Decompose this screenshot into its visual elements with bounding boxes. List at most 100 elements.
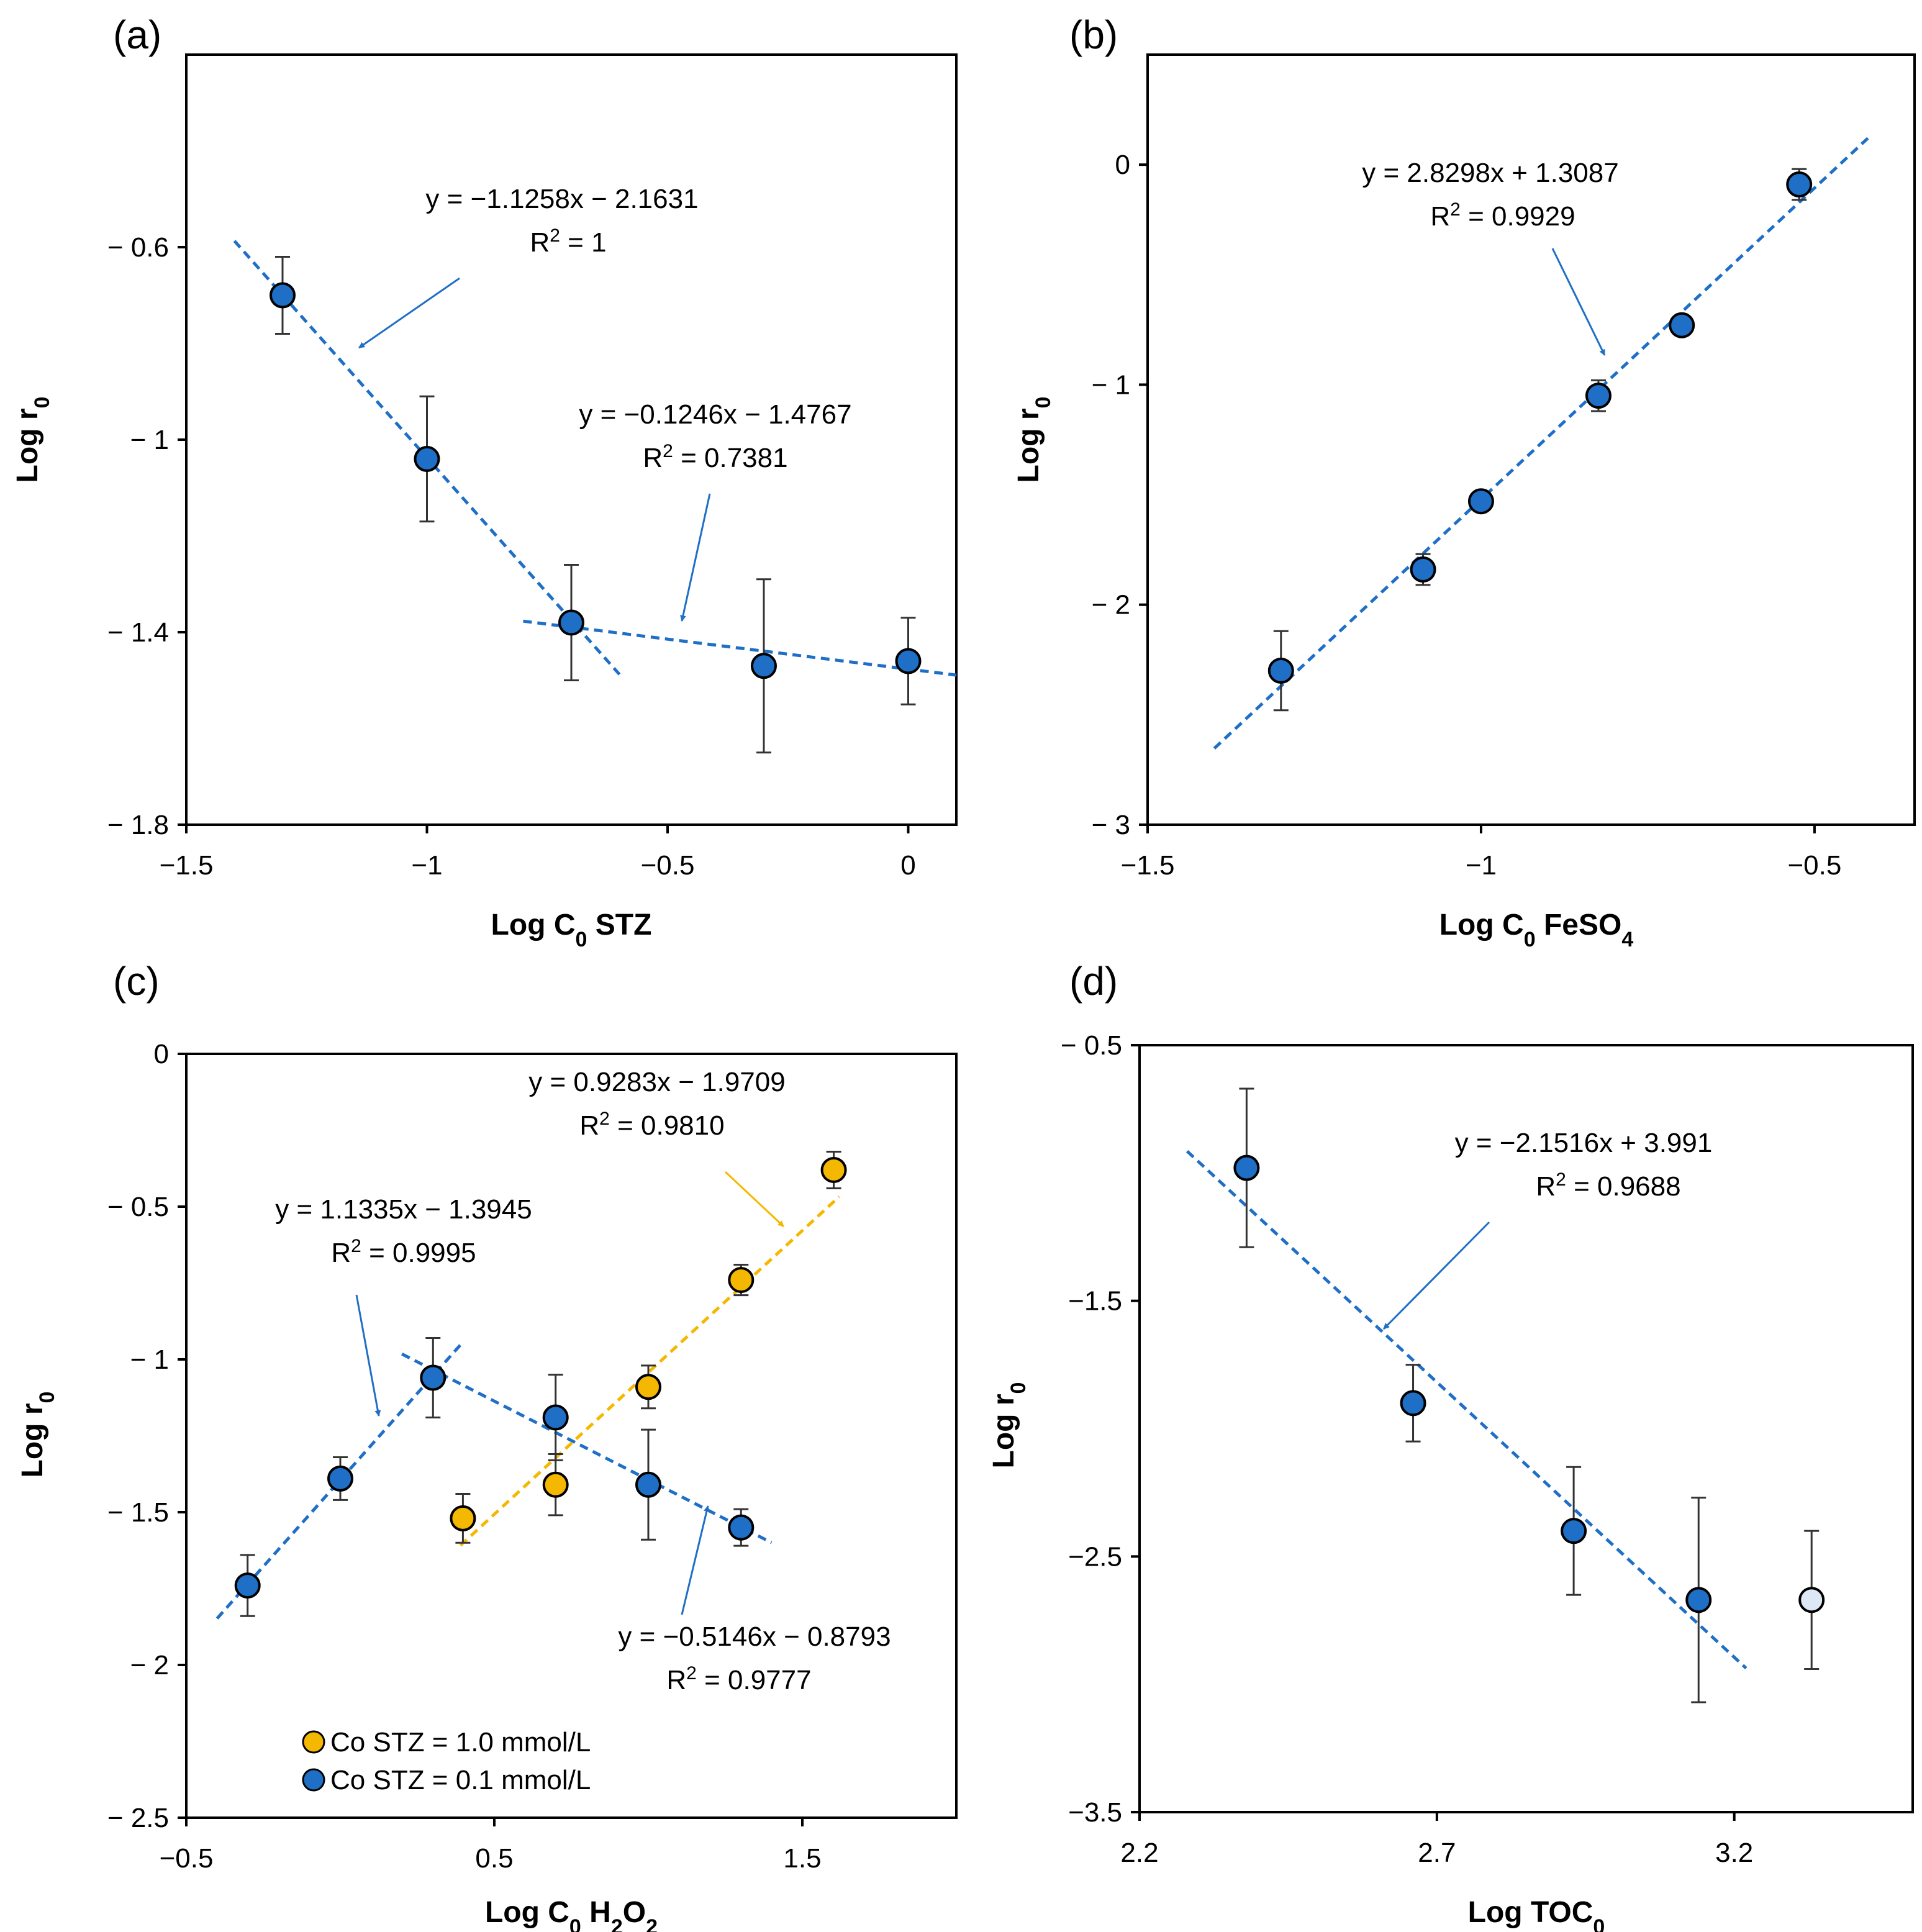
annotation-arrow-c-blue-2 xyxy=(681,1505,710,1615)
y-axis-label-b: Log r0 xyxy=(1012,397,1055,483)
y-tick-label: − 1 xyxy=(130,425,169,455)
x-tick-label: 2.2 xyxy=(1120,1838,1158,1868)
r2-prefix: R xyxy=(643,443,663,473)
x-tick-label: 1.5 xyxy=(783,1843,821,1874)
panel-c: (c) −0.5 0.5 1.5 − 2.5 − 2 − 1.5 − 1 − 0.5 0 Log… xyxy=(16,959,958,1932)
r2-value: = 0.9810 xyxy=(610,1110,725,1141)
plot-area-a xyxy=(185,53,958,826)
r2-prefix: R xyxy=(666,1665,686,1695)
data-point-c-s0 xyxy=(635,1374,661,1400)
x-tick-label: −0.5 xyxy=(160,1843,214,1874)
r2-value: = 0.9777 xyxy=(697,1665,812,1695)
y-tick-label: − 1.5 xyxy=(107,1497,169,1528)
data-point-d-s0 xyxy=(1400,1390,1426,1417)
annotation-arrow-a-1 xyxy=(358,277,460,349)
x-tick-label: 0 xyxy=(900,850,915,881)
y-tick-label: −1.5 xyxy=(1068,1286,1122,1317)
trendline-r2-c-blue-1: R2 = 0.9995 xyxy=(331,1236,476,1269)
trendline-eq-c-blue-2: y = −0.5146x − 0.8793 xyxy=(618,1621,891,1652)
panel-label-a: (a) xyxy=(113,12,161,57)
y-axis-label-c: Log r0 xyxy=(16,1392,59,1478)
y-tick-label: − 0.5 xyxy=(1061,1030,1122,1061)
y-tick-label: −3.5 xyxy=(1068,1797,1122,1828)
data-point-d-s0 xyxy=(1561,1518,1587,1544)
y-tick-label: − 2 xyxy=(130,1650,169,1680)
annotation-arrow-a-2 xyxy=(680,493,711,622)
x-tick-label: 3.2 xyxy=(1715,1838,1753,1868)
r2-prefix: R xyxy=(331,1238,351,1268)
legend-marker-gold xyxy=(302,1730,325,1754)
data-point-c-s1 xyxy=(327,1465,353,1492)
panel-label-b: (b) xyxy=(1069,12,1118,57)
x-axis-label-c: Log C0 H2O2 xyxy=(485,1896,658,1932)
x-tick-label: 0.5 xyxy=(475,1843,513,1874)
panel-label-c: (c) xyxy=(113,959,160,1004)
y-tick-label: −2.5 xyxy=(1068,1541,1122,1572)
r2-value: = 0.7381 xyxy=(673,443,788,473)
y-tick-label: − 2.5 xyxy=(107,1803,169,1833)
x-axis-label-b: Log C0 FeSO4 xyxy=(1439,909,1634,951)
trendline-eq-c-blue-1: y = 1.1335x − 1.3945 xyxy=(275,1194,532,1225)
trendline-d-1 xyxy=(1185,1150,1747,1670)
y-tick-label: − 0.6 xyxy=(107,232,169,263)
data-point-b-s0 xyxy=(1585,383,1611,409)
data-point-c-s0 xyxy=(450,1505,476,1531)
data-point-b-s0 xyxy=(1786,171,1813,198)
data-point-c-s1 xyxy=(234,1572,261,1599)
y-axis-label-d: Log r0 xyxy=(987,1382,1030,1469)
data-point-d-s0 xyxy=(1685,1587,1712,1613)
r2-prefix: R xyxy=(1430,201,1450,232)
r2-prefix: R xyxy=(1536,1171,1556,1202)
legend-marker-blue xyxy=(302,1768,325,1792)
trendline-r2-c-gold: R2 = 0.9810 xyxy=(579,1109,724,1141)
data-point-c-s0 xyxy=(542,1471,569,1498)
data-point-c-s1 xyxy=(728,1514,755,1541)
x-tick-label: −0.5 xyxy=(1787,850,1841,881)
data-point-b-s0 xyxy=(1410,556,1436,583)
trendline-r2-b-1: R2 = 0.9929 xyxy=(1430,199,1575,232)
r2-value: = 0.9688 xyxy=(1566,1171,1681,1202)
y-tick-label: − 0.5 xyxy=(107,1192,169,1222)
plot-area-d xyxy=(1138,1044,1914,1813)
data-point-a-s0 xyxy=(751,653,777,679)
x-tick-label: −1 xyxy=(1466,850,1497,881)
x-tick-label: −1 xyxy=(411,850,442,881)
r2-prefix: R xyxy=(530,227,550,258)
trendline-eq-b-1: y = 2.8298x + 1.3087 xyxy=(1362,158,1618,188)
trendline-c-3 xyxy=(401,1353,773,1544)
data-point-d-s0 xyxy=(1233,1154,1260,1181)
legend-label-blue: Co STZ = 0.1 mmol/L xyxy=(330,1765,591,1795)
x-tick-label: −1.5 xyxy=(1121,850,1175,881)
data-point-d-s1 xyxy=(1798,1587,1825,1613)
annotation-arrow-b-1 xyxy=(1551,248,1606,356)
y-axis-label-a: Log r0 xyxy=(11,397,54,483)
data-point-c-s0 xyxy=(820,1156,847,1183)
trendline-eq-a-1: y = −1.1258x − 2.1631 xyxy=(425,184,698,214)
y-tick-label: − 1 xyxy=(130,1345,169,1375)
trendline-eq-c-gold: y = 0.9283x − 1.9709 xyxy=(528,1067,785,1097)
legend: Co STZ = 1.0 mmol/L Co STZ = 0.1 mmol/L xyxy=(302,1727,591,1795)
trendline-c-1 xyxy=(459,1195,841,1547)
data-point-a-s0 xyxy=(558,609,584,636)
r2-value: = 0.9995 xyxy=(361,1238,476,1268)
trendline-c-2 xyxy=(215,1340,465,1620)
trendline-r2-a-1: R2 = 1 xyxy=(530,225,606,258)
data-point-b-s0 xyxy=(1267,658,1294,684)
data-point-b-s0 xyxy=(1467,488,1494,515)
panel-d: (d) 2.2 2.7 3.2−3.5−2.5−1.5− 0.5 Log TOC0 … xyxy=(987,959,1914,1932)
y-tick-label: − 1.8 xyxy=(107,810,169,840)
x-tick-label: 2.7 xyxy=(1418,1838,1456,1868)
annotation-arrow-c-gold xyxy=(724,1171,785,1228)
trendline-a-2 xyxy=(523,619,957,677)
data-point-c-s1 xyxy=(542,1404,569,1431)
data-point-c-s1 xyxy=(420,1364,447,1391)
r2-value: = 1 xyxy=(560,227,607,258)
data-point-a-s0 xyxy=(414,446,440,472)
data-point-a-s0 xyxy=(270,282,296,309)
data-point-a-s0 xyxy=(895,648,922,674)
y-tick-label: − 1.4 xyxy=(107,617,169,648)
data-point-b-s0 xyxy=(1669,312,1695,338)
x-tick-label: −0.5 xyxy=(641,850,695,881)
trendline-eq-a-2: y = −0.1246x − 1.4767 xyxy=(579,399,851,430)
